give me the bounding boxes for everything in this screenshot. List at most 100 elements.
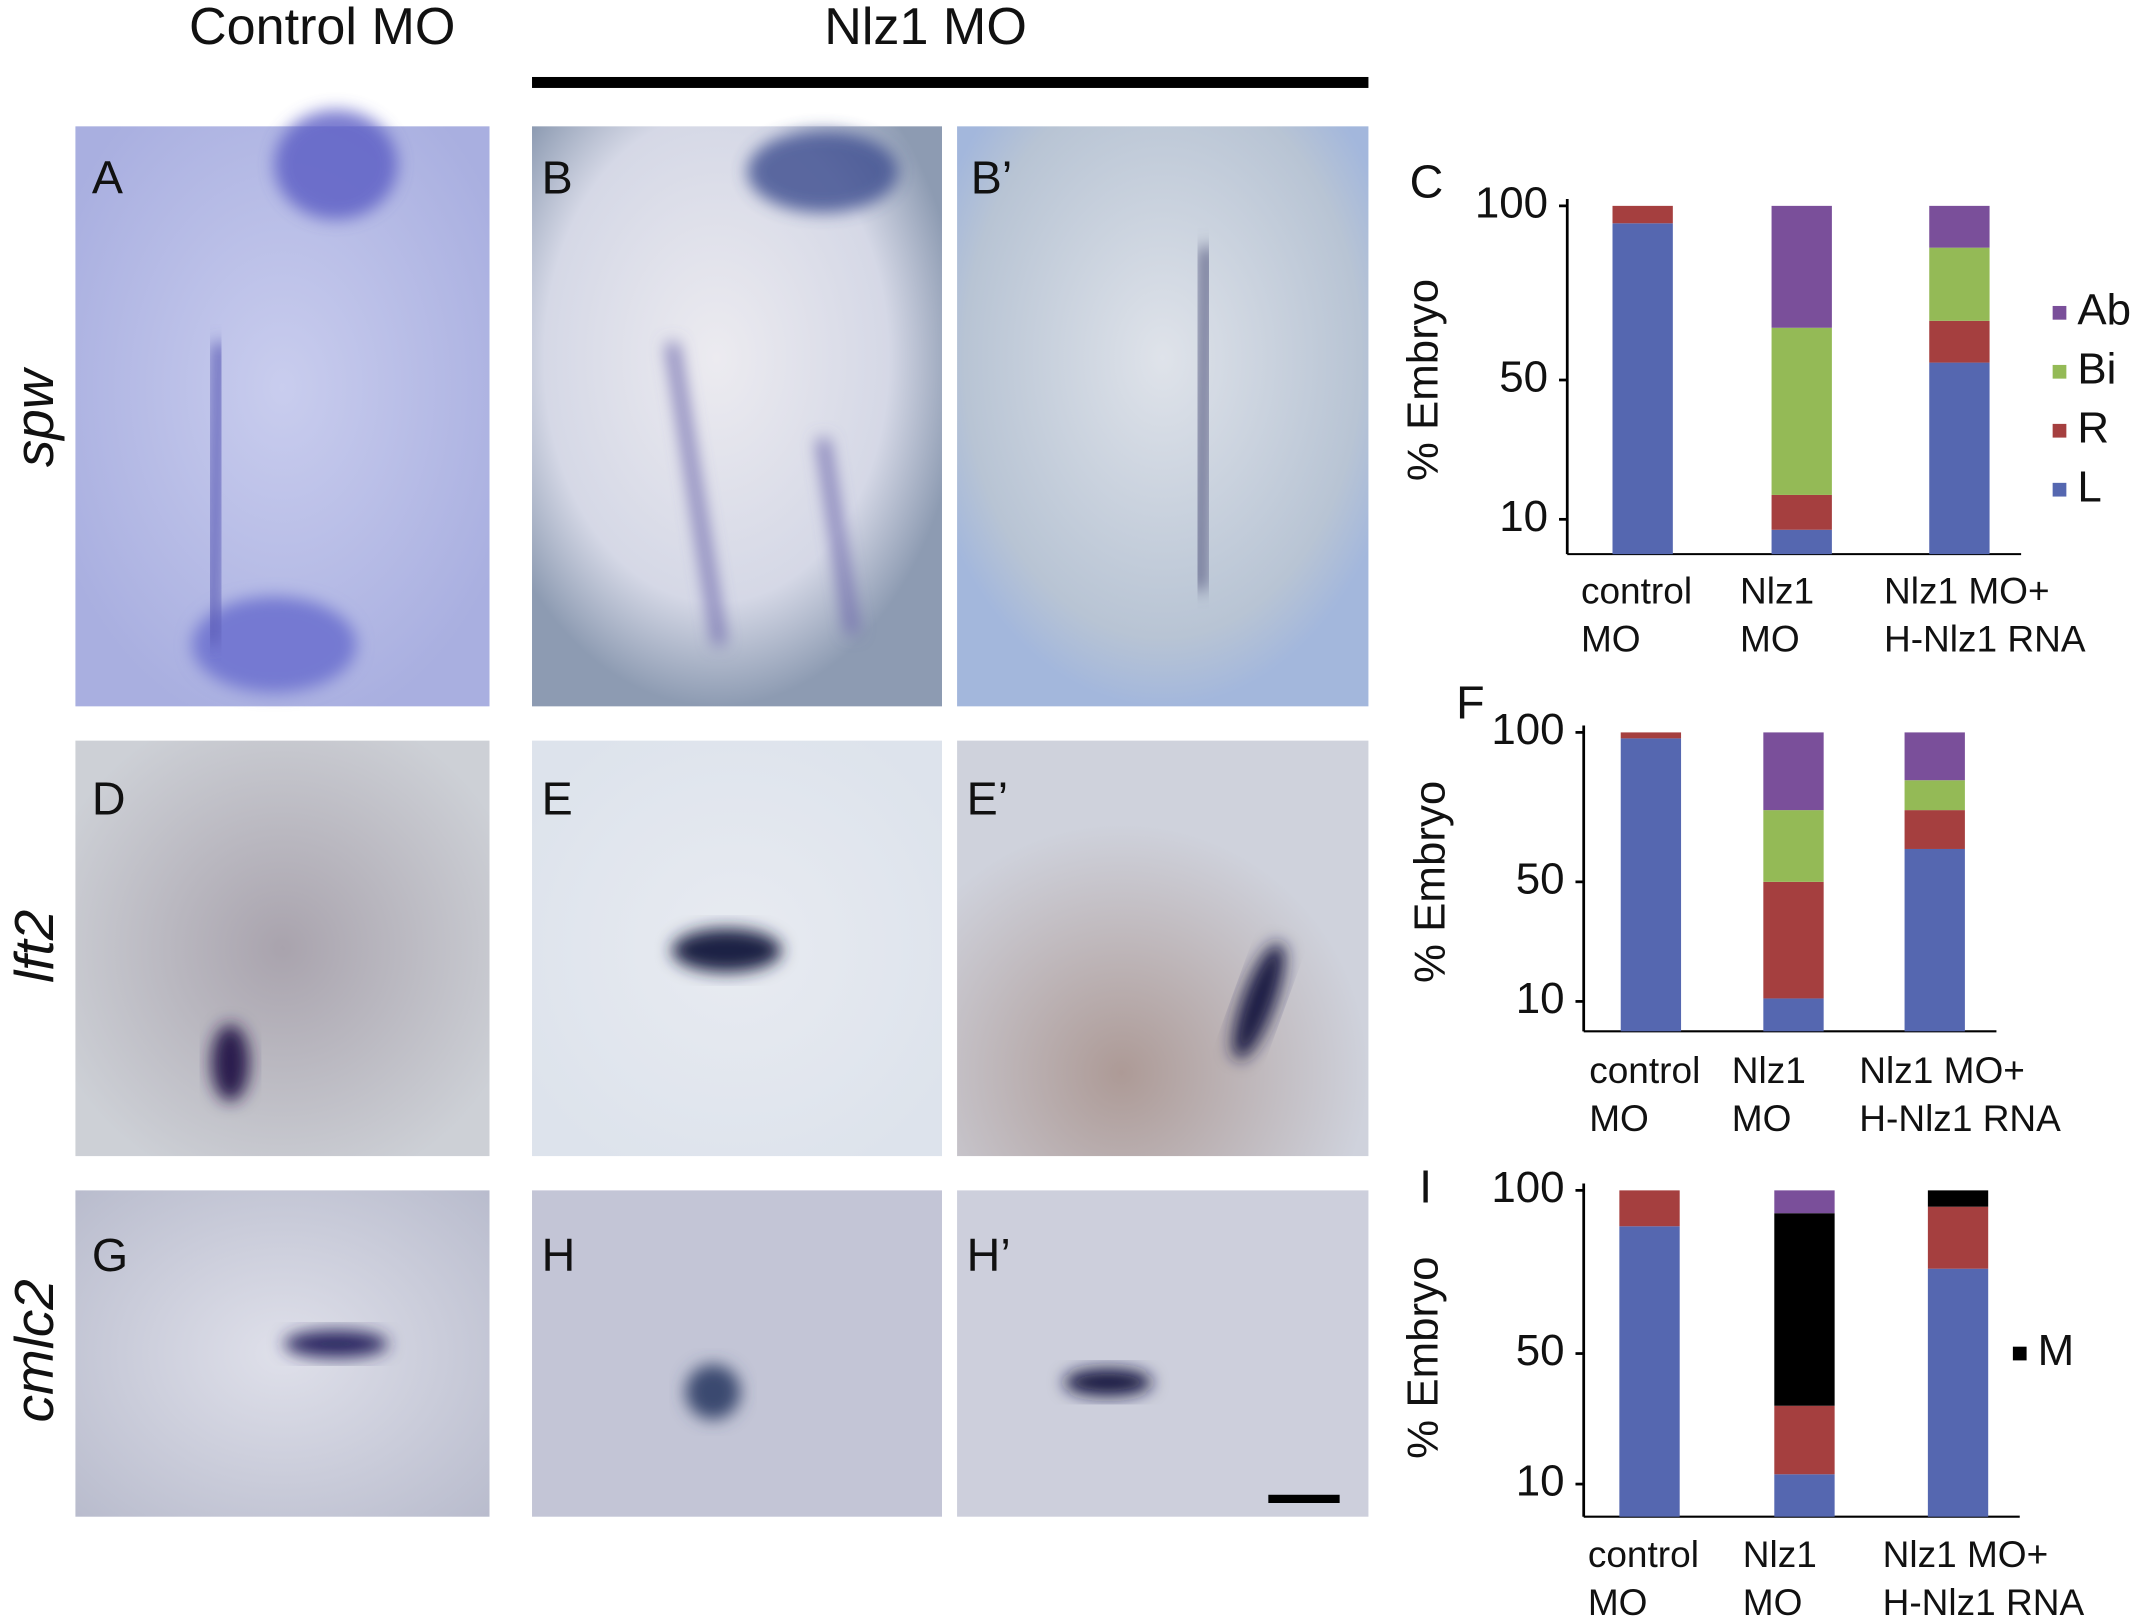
row-label: cmlc2	[3, 1279, 65, 1422]
panel-label: B	[542, 152, 573, 204]
panel-label: H’	[967, 1229, 1011, 1281]
panel-label: F	[1456, 677, 1484, 729]
x-tick-label: control	[1581, 569, 1692, 611]
stain	[671, 928, 782, 973]
photo	[957, 740, 1369, 1157]
bar-segment	[1763, 998, 1824, 1032]
bar-segment	[1774, 1405, 1835, 1475]
bar-segment	[1904, 810, 1965, 849]
bar-segment	[1619, 1190, 1680, 1227]
column-header: Control MO	[189, 0, 455, 56]
stain	[666, 342, 859, 646]
x-tick-label: Nlz1 MO+	[1883, 1533, 2049, 1575]
bar-segment	[1904, 732, 1965, 781]
photo-panels	[75, 109, 1369, 1517]
y-axis-label: % Embryo	[1399, 279, 1448, 481]
y-tick-label: 100	[1475, 178, 1548, 227]
x-tick-label: control	[1588, 1533, 1699, 1575]
row-label: spw	[3, 366, 65, 467]
panel-label: B’	[971, 152, 1012, 204]
photo	[532, 1190, 942, 1517]
legend-label: R	[2077, 403, 2109, 452]
x-tick-label: MO	[1589, 1097, 1649, 1139]
x-tick-label: H-Nlz1 RNA	[1859, 1097, 2061, 1139]
y-axis-label: % Embryo	[1399, 1257, 1448, 1459]
stain	[211, 1024, 250, 1102]
legend-swatch	[2052, 305, 2067, 320]
stain	[283, 1330, 389, 1358]
panel-label: H	[542, 1229, 576, 1281]
x-tick-label: MO	[1740, 617, 1800, 659]
x-tick-label: Nlz1 MO+	[1859, 1049, 2025, 1091]
panel-label: E	[542, 773, 573, 825]
stain	[274, 109, 398, 220]
panel-label: D	[92, 773, 126, 825]
panel-label: E’	[967, 773, 1008, 825]
panel-label: I	[1419, 1161, 1432, 1213]
legend-swatch	[2052, 482, 2067, 497]
x-tick-label: MO	[1732, 1097, 1792, 1139]
y-tick-label: 50	[1516, 1326, 1565, 1375]
y-axis-label: % Embryo	[1405, 781, 1454, 983]
charts: C % Embryo 10 50 100 control MO Nlz1 MO Nlz1 MO+ H…	[1399, 156, 2131, 1622]
bar-segment	[1929, 362, 1990, 555]
bar-segment	[1774, 1213, 1835, 1406]
x-tick-label: MO	[1588, 1581, 1648, 1617]
x-tick-label: Nlz1	[1732, 1049, 1806, 1091]
y-tick-label: 10	[1499, 492, 1548, 541]
column-header: Nlz1 MO	[824, 0, 1027, 56]
x-tick-label: control	[1589, 1049, 1700, 1091]
legend-label: Ab	[2077, 285, 2131, 334]
scale-bar	[1268, 1494, 1340, 1503]
bar-segment	[1612, 205, 1673, 224]
bar-segment	[1929, 247, 1990, 321]
bar-segment	[1774, 1474, 1835, 1517]
bar-segment	[1927, 1206, 1989, 1269]
bar-segment	[1929, 320, 1990, 363]
stain	[191, 596, 357, 693]
panel-label: C	[1410, 156, 1444, 208]
labels: spw lft2 cmlc2 A B B’ D E E’ G H H’	[3, 152, 1012, 1423]
x-tick-label: Nlz1	[1740, 569, 1814, 611]
bar-segment	[1929, 205, 1990, 248]
bar-segment	[1771, 205, 1832, 328]
stain	[1064, 1368, 1152, 1397]
legend-label: L	[2077, 462, 2101, 511]
photo	[957, 126, 1369, 707]
y-tick-label: 50	[1516, 854, 1565, 903]
bar-segment	[1619, 1226, 1680, 1517]
bar-segment	[1763, 732, 1824, 811]
x-tick-label: H-Nlz1 RNA	[1883, 1581, 2085, 1617]
bar-segment	[1612, 223, 1673, 555]
x-tick-label: Nlz1	[1743, 1533, 1817, 1575]
bar-segment	[1904, 780, 1965, 811]
legend-swatch	[2052, 364, 2067, 379]
bar-segment	[1904, 848, 1965, 1032]
header-rule	[532, 76, 1369, 88]
bar-segment	[1763, 810, 1824, 882]
y-tick-label: 100	[1491, 1163, 1564, 1212]
panel-label: G	[92, 1229, 128, 1281]
legend-label: M	[2038, 1326, 2075, 1375]
bar-segment	[1771, 494, 1832, 530]
stain	[685, 1364, 741, 1420]
x-tick-label: MO	[1581, 617, 1641, 659]
bar-segment	[1763, 881, 1824, 999]
y-tick-label: 50	[1499, 353, 1548, 402]
photo	[957, 1190, 1369, 1517]
x-tick-label: Nlz1 MO+	[1884, 569, 2050, 611]
bar-segment	[1927, 1190, 1989, 1207]
bar-segment	[1771, 327, 1832, 495]
legend-swatch	[2052, 423, 2067, 438]
stain	[205, 342, 227, 645]
bar-segment	[1774, 1190, 1835, 1214]
stain	[1232, 942, 1285, 1060]
photo	[75, 1190, 490, 1517]
bar-segment	[1771, 529, 1832, 555]
legend-swatch	[2012, 1346, 2027, 1361]
photo	[75, 740, 490, 1157]
photo	[532, 126, 942, 707]
y-tick-label: 10	[1516, 974, 1565, 1023]
y-tick-label: 10	[1516, 1457, 1565, 1506]
